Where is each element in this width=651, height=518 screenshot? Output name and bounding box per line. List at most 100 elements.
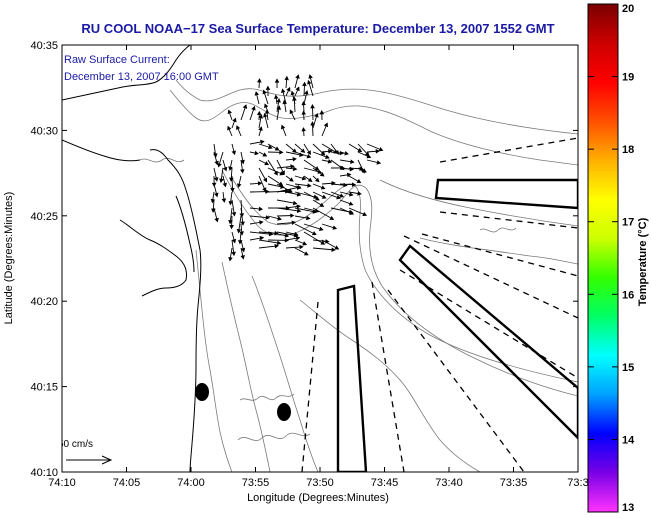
current-vector-head [290,213,295,218]
current-vector-head [314,177,320,183]
current-vector-head [264,161,270,166]
current-vector-head [295,236,301,241]
current-vector-head [278,181,284,186]
current-label-line1: Raw Surface Current: [64,54,170,66]
current-vector-head [229,225,234,230]
current-vector [303,231,325,245]
current-vector-head [303,251,309,256]
current-vector-head [301,110,306,115]
current-vector-head [239,169,245,174]
current-vector-head [289,109,294,115]
current-vector-head [240,159,245,165]
contour-line-east-shelf-2 [419,237,578,265]
current-vector [276,207,301,212]
current-vector-head [228,166,233,171]
current-vector-head [235,125,241,130]
current-vector-head [263,112,268,118]
station-dot-west [195,383,209,401]
scale-vector-label: 50 cm/s [58,439,93,450]
current-vector-head [349,210,355,215]
current-vector-head [268,144,273,150]
current-vector-head [306,150,311,156]
current-vector-head [310,104,315,109]
y-tick-label: 40:10 [30,467,58,479]
current-vector-head [254,91,260,96]
current-vector-head [222,166,228,172]
contour-line-shelf-north [169,89,578,166]
current-vector [276,231,298,237]
current-vector-head [228,257,233,262]
current-vector-head [231,212,237,217]
current-vector [312,247,335,251]
current-vector-head [279,171,285,176]
current-vector-head [332,225,338,230]
contour-line-wiggle-3 [479,227,517,233]
current-vector-head [323,122,329,128]
current-vector-head [231,251,236,257]
current-vector-head [292,96,297,101]
current-vector-head [319,202,325,207]
current-vector-head [315,196,320,201]
coastline-long-island [62,45,191,101]
current-vector-head [302,81,307,86]
current-vector-head [240,247,246,253]
current-vector-head [257,78,262,83]
current-vector-head [357,191,362,196]
colorbar: 20 19 18 17 16 15 14 13 Temperature (°C) [587,3,649,514]
coastline-sandy-hook [175,195,195,273]
current-vector-head [236,228,242,234]
current-vector-head [328,149,333,154]
current-vector-head [318,226,324,231]
current-vector-head [217,162,222,168]
colorbar-gradient [587,3,619,513]
current-vector-head [274,94,279,99]
colorbar-tick-label: 14 [622,434,635,446]
current-vector-head [348,201,354,206]
current-vector-head [262,152,268,157]
y-axis-label: Latitude (Degrees:Minutes) [3,192,15,325]
current-vector-head [295,86,300,92]
current-vector-head [300,148,306,153]
current-vector-head [286,86,291,92]
colorbar-tick-label: 18 [622,144,634,156]
current-vector-head [259,220,264,225]
current-vector-head [236,183,242,189]
current-label-line2: December 13, 2007 16:00 GMT [64,71,219,83]
current-vector-head [314,113,319,118]
contour-line-channel-inner [231,177,578,383]
current-vector-head [320,185,326,190]
colorbar-tick-label: 15 [622,362,634,374]
current-vector-head [287,188,293,193]
current-vector-head [264,109,270,114]
contour-line-shelf-mid [175,79,578,135]
current-vector-head [219,178,224,184]
current-vector-head [310,121,315,126]
current-vector-head [293,231,299,237]
current-vector [294,223,317,236]
colorbar-label: Temperature (°C) [637,217,649,306]
current-vector-head [375,148,380,154]
current-vector-head [228,200,234,206]
current-vector-head [334,245,340,250]
current-vector [294,207,317,213]
y-tick-label: 40:20 [30,296,58,308]
contour-line-midshelf-south [221,261,271,472]
current-vector-head [274,243,279,249]
current-vector-head [277,216,282,221]
contour-line-east-shelf [379,179,578,227]
current-vector-head [284,75,289,81]
current-vector-head [296,204,301,209]
current-vector-head [265,85,271,90]
current-vector-head [242,104,248,109]
current-vector-head [292,200,298,206]
current-vector-head [362,168,367,173]
current-vector-head [258,113,264,119]
current-vector-head [264,103,269,109]
current-vector-head [227,125,232,131]
current-vector-head [256,110,262,116]
current-vector-head [378,147,384,152]
current-vector-head [350,159,355,164]
current-vector-head [274,78,280,83]
current-vector-head [346,172,352,178]
